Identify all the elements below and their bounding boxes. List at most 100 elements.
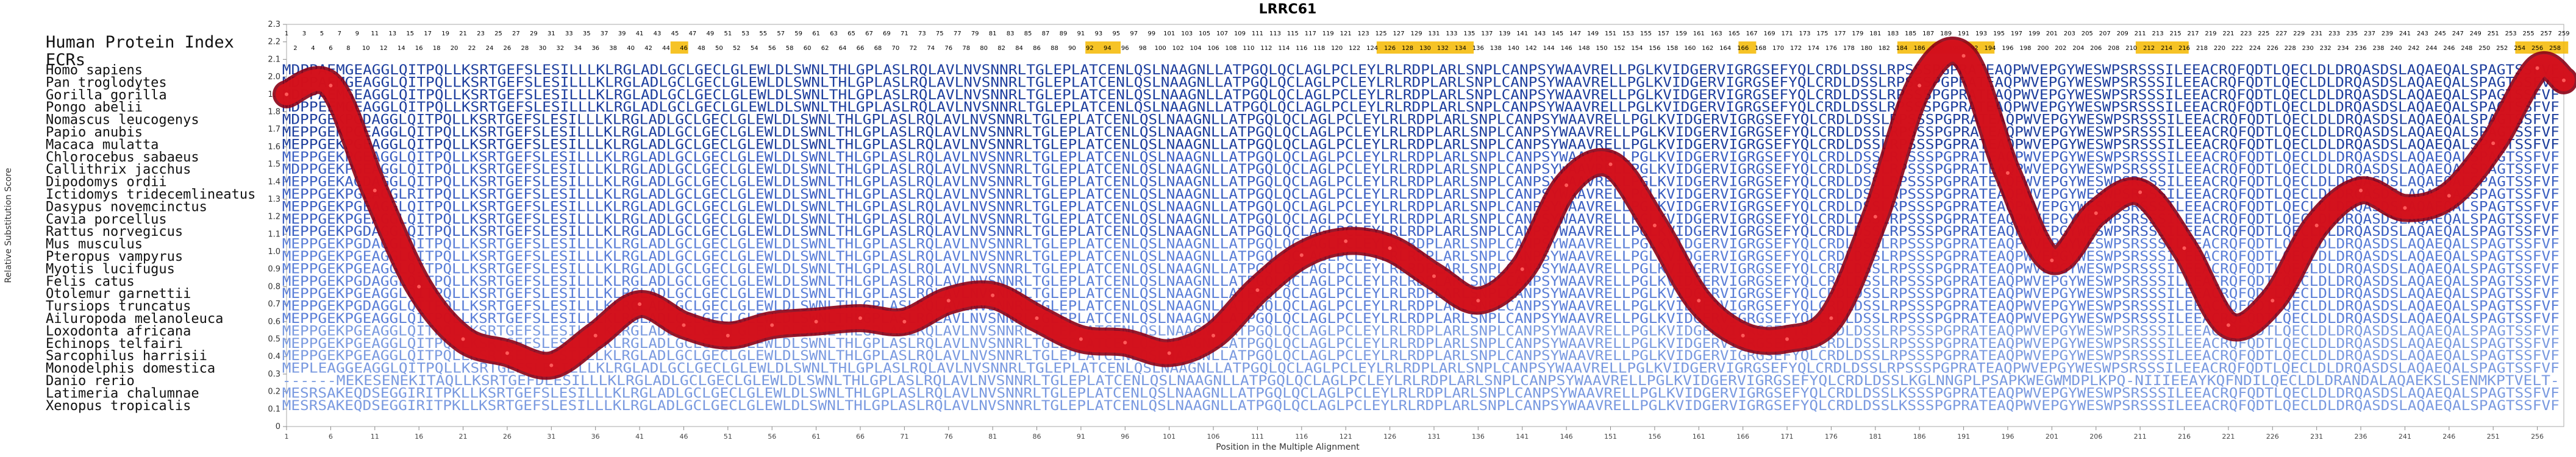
y-axis: 0 0.1 0.2 0.3 0.4 0.5 0.6 0.7 0.8 0.9 1.0 1.1 1.2 1.3… — [268, 20, 287, 431]
protein-index-number: 174 — [1808, 45, 1819, 52]
protein-index-number: 4 — [311, 45, 315, 52]
protein-index-number: 221 — [2222, 30, 2234, 37]
protein-index-number: 35 — [583, 30, 591, 37]
x-tick-label: 176 — [1825, 433, 1838, 441]
protein-index-number: 204 — [2072, 45, 2084, 52]
protein-index-number: 105 — [1199, 30, 1210, 37]
species-name: Papio anubis — [46, 125, 143, 140]
x-tick-label: 166 — [1736, 433, 1749, 441]
protein-index-number: 103 — [1181, 30, 1193, 37]
x-tick-label: 91 — [1077, 433, 1085, 441]
protein-index-number: 207 — [2099, 30, 2111, 37]
protein-index-number: 88 — [1051, 45, 1058, 52]
protein-index-number: 253 — [2505, 30, 2517, 37]
x-tick-label: 61 — [812, 433, 821, 441]
x-tick-label: 36 — [591, 433, 600, 441]
protein-index-number: 62 — [821, 45, 829, 52]
protein-index-number: 46 — [680, 45, 688, 52]
protein-index-number: 1 — [285, 30, 288, 37]
protein-index-number: 142 — [1525, 45, 1537, 52]
x-tick-label: 21 — [459, 433, 468, 441]
x-tick-label: 96 — [1121, 433, 1129, 441]
species-name: Loxodonta africana — [46, 324, 191, 339]
protein-index-number: 231 — [2311, 30, 2322, 37]
protein-index-number: 143 — [1534, 30, 1546, 37]
x-tick-label: 141 — [1516, 433, 1529, 441]
ecr-block — [1376, 41, 1474, 54]
x-tick-label: 171 — [1781, 433, 1794, 441]
alignment-sequences: MDPPAEMGEAGGLQITPQLLKSRTGEFSLESILLLKLRGL… — [282, 63, 2560, 414]
protein-index-number: 157 — [1658, 30, 1669, 37]
protein-index-number: 67 — [865, 30, 873, 37]
protein-index-number: 10 — [362, 45, 370, 52]
species-name: Dipodomys ordii — [46, 175, 167, 190]
score-point — [373, 188, 377, 193]
species-name: Pan troglodytes — [46, 75, 167, 90]
protein-index-number: 135 — [1463, 30, 1475, 37]
protein-index-number: 70 — [892, 45, 900, 52]
protein-index-number: 235 — [2346, 30, 2358, 37]
protein-index-number: 209 — [2117, 30, 2128, 37]
protein-index-number: 242 — [2408, 45, 2419, 52]
protein-index-number: 166 — [1737, 45, 1749, 52]
species-name: Monodelphis domestica — [46, 361, 215, 377]
protein-index-number: 82 — [997, 45, 1005, 52]
protein-index-number: 151 — [1605, 30, 1616, 37]
protein-index-number: 217 — [2187, 30, 2199, 37]
protein-index-number: 40 — [627, 45, 635, 52]
protein-index-number: 243 — [2417, 30, 2428, 37]
sequence-row: MDPPGEKPGEAGGLQITPQLLKSRTGEFSLESILLLKLRG… — [282, 162, 2560, 177]
protein-index-number: 122 — [1349, 45, 1360, 52]
sequence-row: MEPPGEKPGEAGGLQITPQLLKSRTGEFSLESILLLKLRG… — [282, 150, 2560, 165]
protein-index-number: 17 — [424, 30, 432, 37]
protein-index-number: 257 — [2540, 30, 2552, 37]
species-name: Mus musculus — [46, 237, 143, 252]
protein-index-number: 95 — [1112, 30, 1120, 37]
protein-index-number: 256 — [2531, 45, 2543, 52]
y-tick-label: 0.5 — [268, 335, 280, 344]
ecr-block — [670, 41, 688, 54]
protein-index-number: 117 — [1305, 30, 1316, 37]
species-name: Macaca mulatta — [46, 137, 159, 152]
protein-index-number: 38 — [609, 45, 617, 52]
y-tick-label: 2.0 — [268, 73, 280, 82]
protein-index-number: 156 — [1649, 45, 1660, 52]
protein-index-number: 71 — [901, 30, 908, 37]
x-tick-label: 146 — [1560, 433, 1573, 441]
protein-index-number: 32 — [556, 45, 564, 52]
protein-index-number: 175 — [1816, 30, 1828, 37]
x-tick-label: 116 — [1295, 433, 1308, 441]
protein-index-number: 6 — [329, 45, 332, 52]
protein-index-number: 5 — [320, 30, 324, 37]
protein-index-number: 165 — [1729, 30, 1740, 37]
protein-index-number: 244 — [2425, 45, 2437, 52]
protein-index-number: 54 — [751, 45, 758, 52]
protein-index-number: 39 — [618, 30, 626, 37]
x-tick-label: 181 — [1869, 433, 1882, 441]
x-tick-label: 111 — [1251, 433, 1264, 441]
x-tick-label: 46 — [679, 433, 688, 441]
protein-index-number: 89 — [1060, 30, 1068, 37]
protein-index-number: 145 — [1552, 30, 1563, 37]
x-axis-label: Position in the Multiple Alignment — [1216, 442, 1360, 452]
species-name: Otolemur garnettii — [46, 286, 191, 302]
score-point — [2226, 323, 2230, 327]
protein-index-number: 194 — [1984, 45, 1996, 52]
protein-index-number: 109 — [1234, 30, 1246, 37]
species-name: Cavia porcellus — [46, 212, 167, 227]
protein-index-number: 161 — [1693, 30, 1705, 37]
y-tick-label: 0.3 — [268, 370, 280, 379]
human-protein-index-numbers: 1234567891011121314151617181920212223242… — [285, 30, 2570, 52]
protein-index-number: 189 — [1940, 30, 1952, 37]
protein-index-number: 203 — [2064, 30, 2075, 37]
x-tick-label: 156 — [1648, 433, 1661, 441]
protein-index-number: 228 — [2285, 45, 2296, 52]
species-name: Xenopus tropicalis — [46, 399, 191, 414]
protein-index-number: 30 — [538, 45, 546, 52]
protein-index-number: 41 — [636, 30, 644, 37]
y-tick-label: 1.3 — [268, 195, 280, 204]
protein-index-number: 129 — [1410, 30, 1422, 37]
protein-index-number: 53 — [741, 30, 749, 37]
x-tick-label: 211 — [2134, 433, 2147, 441]
